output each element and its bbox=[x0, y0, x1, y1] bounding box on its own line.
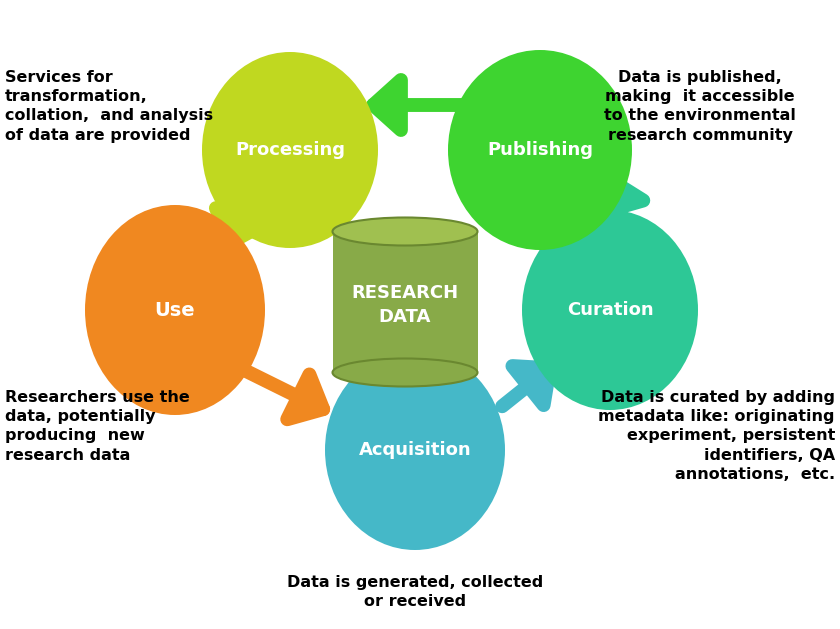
Text: Data is generated, collected
or received: Data is generated, collected or received bbox=[287, 575, 543, 610]
Text: Services for
transformation,
collation,  and analysis
of data are provided: Services for transformation, collation, … bbox=[5, 70, 213, 143]
Text: Data is published,
making  it accessible
to the environmental
research community: Data is published, making it accessible … bbox=[604, 70, 796, 143]
Text: Researchers use the
data, potentially
producing  new
research data: Researchers use the data, potentially pr… bbox=[5, 390, 190, 462]
Ellipse shape bbox=[448, 50, 632, 250]
Bar bbox=[333, 231, 477, 372]
Ellipse shape bbox=[522, 210, 698, 410]
Text: Acquisition: Acquisition bbox=[359, 441, 471, 459]
Ellipse shape bbox=[325, 350, 505, 550]
Ellipse shape bbox=[333, 218, 477, 245]
Ellipse shape bbox=[333, 359, 477, 386]
Text: RESEARCH
DATA: RESEARCH DATA bbox=[351, 284, 459, 326]
Ellipse shape bbox=[85, 205, 265, 415]
Text: Data is curated by adding
metadata like: originating
experiment, persistent
iden: Data is curated by adding metadata like:… bbox=[598, 390, 835, 482]
Text: Use: Use bbox=[155, 301, 196, 320]
Text: Curation: Curation bbox=[567, 301, 654, 319]
Ellipse shape bbox=[202, 52, 378, 248]
Text: Processing: Processing bbox=[235, 141, 345, 159]
Text: Publishing: Publishing bbox=[487, 141, 593, 159]
